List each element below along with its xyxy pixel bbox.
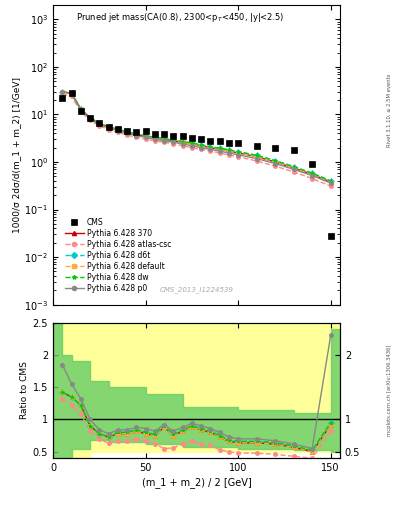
Text: Pruned jet mass(CA(0.8), 2300<p$_T$<450, |y|<2.5): Pruned jet mass(CA(0.8), 2300<p$_T$<450,… xyxy=(76,11,285,24)
Legend: CMS, Pythia 6.428 370, Pythia 6.428 atlas-csc, Pythia 6.428 d6t, Pythia 6.428 de: CMS, Pythia 6.428 370, Pythia 6.428 atla… xyxy=(62,216,174,295)
Text: CMS_2013_I1224539: CMS_2013_I1224539 xyxy=(160,286,233,293)
Text: Rivet 3.1.10, ≥ 2.5M events: Rivet 3.1.10, ≥ 2.5M events xyxy=(387,73,392,147)
X-axis label: (m_1 + m_2) / 2 [GeV]: (m_1 + m_2) / 2 [GeV] xyxy=(141,477,252,488)
Y-axis label: Ratio to CMS: Ratio to CMS xyxy=(20,361,29,419)
Y-axis label: 1000/σ 2dσ/d(m_1 + m_2) [1/GeV]: 1000/σ 2dσ/d(m_1 + m_2) [1/GeV] xyxy=(13,77,22,233)
Text: mcplots.cern.ch [arXiv:1306.3436]: mcplots.cern.ch [arXiv:1306.3436] xyxy=(387,345,392,436)
